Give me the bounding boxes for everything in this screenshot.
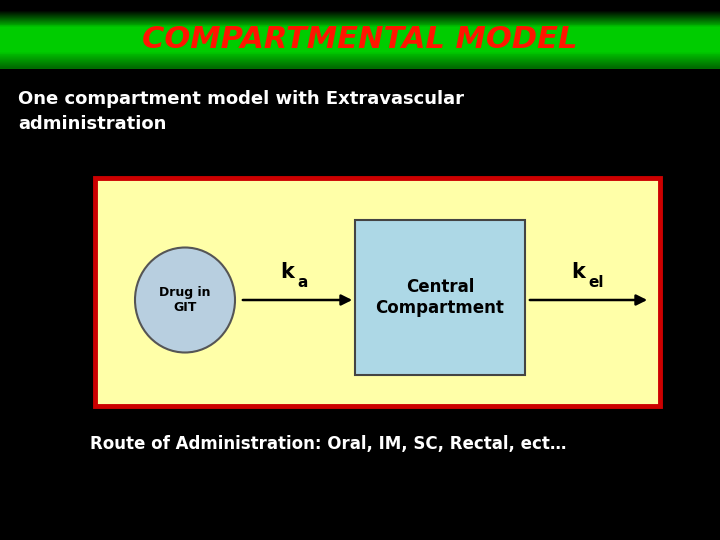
FancyBboxPatch shape: [0, 51, 720, 52]
FancyBboxPatch shape: [0, 65, 720, 66]
FancyBboxPatch shape: [0, 43, 720, 44]
FancyBboxPatch shape: [0, 25, 720, 27]
FancyBboxPatch shape: [0, 26, 720, 28]
FancyBboxPatch shape: [0, 52, 720, 54]
FancyBboxPatch shape: [0, 10, 720, 11]
FancyBboxPatch shape: [0, 14, 720, 15]
FancyBboxPatch shape: [0, 60, 720, 62]
Text: Drug in
GIT: Drug in GIT: [159, 286, 211, 314]
FancyBboxPatch shape: [0, 64, 720, 65]
FancyBboxPatch shape: [0, 42, 720, 43]
FancyBboxPatch shape: [0, 19, 720, 20]
FancyBboxPatch shape: [0, 29, 720, 31]
FancyBboxPatch shape: [0, 31, 720, 33]
FancyBboxPatch shape: [0, 30, 720, 32]
FancyBboxPatch shape: [0, 15, 720, 16]
FancyBboxPatch shape: [0, 28, 720, 29]
FancyBboxPatch shape: [0, 21, 720, 22]
Text: a: a: [297, 275, 308, 290]
FancyBboxPatch shape: [0, 67, 720, 69]
FancyBboxPatch shape: [0, 46, 720, 47]
FancyBboxPatch shape: [0, 34, 720, 36]
FancyBboxPatch shape: [95, 178, 660, 406]
FancyBboxPatch shape: [0, 59, 720, 61]
FancyBboxPatch shape: [0, 13, 720, 15]
FancyBboxPatch shape: [0, 36, 720, 38]
FancyBboxPatch shape: [0, 50, 720, 51]
FancyBboxPatch shape: [0, 63, 720, 65]
Text: Central
Compartment: Central Compartment: [376, 278, 505, 317]
Text: One compartment model with Extravascular
administration: One compartment model with Extravascular…: [18, 90, 464, 133]
FancyBboxPatch shape: [0, 61, 720, 63]
Text: COMPARTMENTAL MODEL: COMPARTMENTAL MODEL: [143, 24, 577, 53]
FancyBboxPatch shape: [0, 48, 720, 49]
Text: k: k: [572, 262, 585, 282]
FancyBboxPatch shape: [0, 12, 720, 14]
FancyBboxPatch shape: [0, 56, 720, 57]
FancyBboxPatch shape: [0, 47, 720, 48]
FancyBboxPatch shape: [0, 45, 720, 46]
FancyBboxPatch shape: [0, 22, 720, 23]
FancyBboxPatch shape: [0, 23, 720, 24]
FancyBboxPatch shape: [0, 56, 720, 58]
Text: el: el: [588, 275, 604, 290]
FancyBboxPatch shape: [0, 62, 720, 64]
FancyBboxPatch shape: [0, 58, 720, 60]
FancyBboxPatch shape: [0, 51, 720, 53]
FancyBboxPatch shape: [0, 40, 720, 42]
FancyBboxPatch shape: [0, 39, 720, 40]
FancyBboxPatch shape: [0, 16, 720, 17]
Text: k: k: [281, 262, 294, 282]
FancyBboxPatch shape: [0, 11, 720, 12]
FancyBboxPatch shape: [0, 29, 720, 30]
Ellipse shape: [135, 247, 235, 353]
FancyBboxPatch shape: [0, 17, 720, 18]
FancyBboxPatch shape: [0, 37, 720, 38]
FancyBboxPatch shape: [0, 19, 720, 21]
FancyBboxPatch shape: [0, 32, 720, 33]
FancyBboxPatch shape: [0, 49, 720, 50]
FancyBboxPatch shape: [0, 41, 720, 43]
FancyBboxPatch shape: [0, 53, 720, 55]
FancyBboxPatch shape: [0, 35, 720, 37]
FancyBboxPatch shape: [0, 24, 720, 26]
FancyBboxPatch shape: [0, 33, 720, 35]
FancyBboxPatch shape: [0, 24, 720, 25]
FancyBboxPatch shape: [0, 38, 720, 39]
Text: Route of Administration: Oral, IM, SC, Rectal, ect…: Route of Administration: Oral, IM, SC, R…: [90, 435, 567, 453]
FancyBboxPatch shape: [0, 18, 720, 19]
FancyBboxPatch shape: [0, 57, 720, 59]
FancyBboxPatch shape: [355, 220, 525, 375]
FancyBboxPatch shape: [0, 55, 720, 56]
FancyBboxPatch shape: [0, 44, 720, 45]
FancyBboxPatch shape: [0, 66, 720, 68]
